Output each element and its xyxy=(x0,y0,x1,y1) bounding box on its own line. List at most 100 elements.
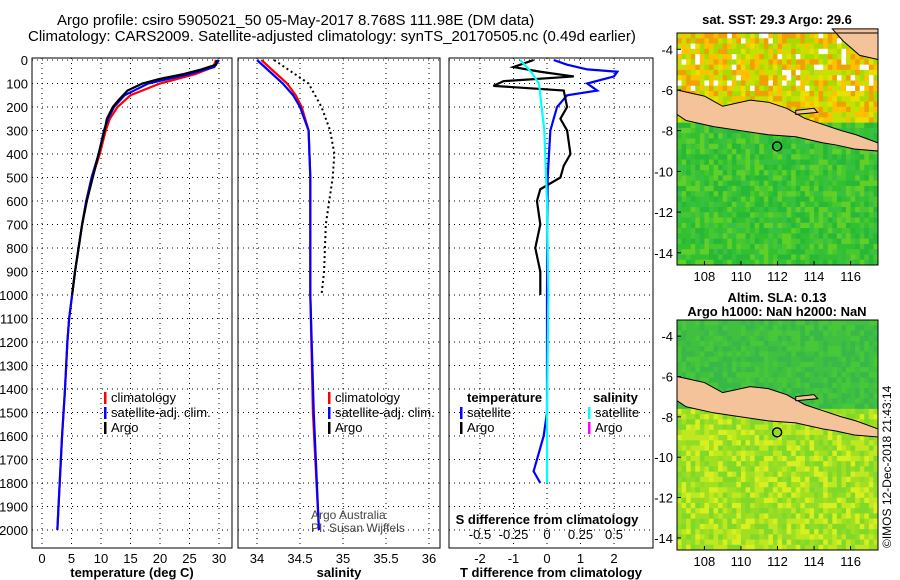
map-cell xyxy=(777,48,783,55)
map-cell xyxy=(708,544,715,551)
map-cell xyxy=(681,249,687,255)
map-cell xyxy=(677,372,683,378)
map-cell xyxy=(722,196,728,203)
map-cell xyxy=(677,170,683,176)
map-cell xyxy=(759,372,765,378)
map-cell xyxy=(754,80,760,87)
map-cell xyxy=(827,238,833,245)
map-cell xyxy=(708,356,715,363)
map-cell xyxy=(727,544,733,551)
map-cell xyxy=(704,529,710,535)
map-cell xyxy=(791,482,797,488)
map-cell xyxy=(804,424,810,431)
map-cell xyxy=(727,356,733,363)
map-cell xyxy=(841,154,847,161)
map-cell xyxy=(804,91,810,97)
map-cell xyxy=(786,487,792,493)
map-cell xyxy=(818,518,824,525)
map-cell xyxy=(677,455,683,462)
map-cell xyxy=(699,69,705,76)
map-cell xyxy=(681,518,687,525)
map-cell xyxy=(818,435,824,441)
map-cell xyxy=(763,238,769,245)
map-cell xyxy=(750,164,756,171)
map-cell xyxy=(699,122,705,129)
map-cell xyxy=(699,196,705,203)
x2-tick-label: 0.5 xyxy=(605,527,623,542)
map-cell xyxy=(772,143,778,150)
map-cell xyxy=(809,180,815,187)
map-cell xyxy=(772,64,778,71)
map-cell xyxy=(722,238,728,245)
map-cell xyxy=(855,351,861,358)
map-cell xyxy=(814,476,820,483)
map-cell xyxy=(704,320,710,326)
map-cell xyxy=(731,320,737,326)
map-cell xyxy=(704,133,710,139)
map-cell xyxy=(686,238,692,245)
map-cell xyxy=(859,492,865,499)
map-cell xyxy=(754,445,760,452)
legend-item: satellite xyxy=(467,405,511,420)
map-cell xyxy=(768,377,774,384)
map-cell xyxy=(786,91,792,97)
map-cell xyxy=(759,85,765,92)
map-cell xyxy=(795,196,801,203)
map-cell xyxy=(841,96,847,103)
map-cell xyxy=(836,455,842,462)
map-cell xyxy=(814,91,820,97)
map-cell xyxy=(782,424,788,431)
map-cell xyxy=(763,492,769,499)
map-cell xyxy=(823,382,829,389)
map-cell xyxy=(681,149,687,155)
map-cell xyxy=(814,487,820,493)
map-cell xyxy=(823,101,829,108)
map-cell xyxy=(809,33,815,39)
map-cell xyxy=(814,529,820,535)
map-cell xyxy=(763,228,769,234)
map-cell xyxy=(686,340,692,347)
map-cell xyxy=(759,80,765,87)
map-cell xyxy=(864,175,870,182)
map-cell xyxy=(718,64,724,71)
map-cell xyxy=(763,159,769,166)
map-cell xyxy=(759,429,765,436)
map-cell xyxy=(736,170,742,176)
map-cell xyxy=(868,382,874,389)
x2-tick-label: -0.5 xyxy=(469,527,491,542)
map-cell xyxy=(759,238,765,245)
map-cell xyxy=(818,356,824,363)
map-cell xyxy=(841,435,847,441)
map-cell xyxy=(772,85,778,92)
map-cell xyxy=(718,518,724,525)
map-cell xyxy=(832,175,838,182)
map-cell xyxy=(722,440,728,446)
map-cell xyxy=(836,393,842,399)
map-cell xyxy=(809,212,815,219)
map-cell xyxy=(722,101,728,108)
map-cell xyxy=(850,185,856,192)
map-cell xyxy=(777,138,783,145)
map-cell xyxy=(782,361,788,368)
map-cell xyxy=(841,112,847,118)
map-cell xyxy=(864,502,870,509)
map-cell xyxy=(736,455,742,462)
map-cell xyxy=(731,518,737,525)
map-cell xyxy=(804,96,810,103)
map-cell xyxy=(782,59,788,66)
map-cell xyxy=(864,117,870,124)
x2-tick-label: 0 xyxy=(543,527,550,542)
map-cell xyxy=(681,191,687,197)
map-cell xyxy=(745,180,751,187)
map-cell xyxy=(868,330,874,337)
map-cell xyxy=(731,138,737,145)
map-cell xyxy=(782,372,788,378)
map-cell xyxy=(708,340,715,347)
map-cell xyxy=(722,180,728,187)
map-cell xyxy=(727,75,733,81)
map-cell xyxy=(763,356,769,363)
map-cell xyxy=(722,243,728,250)
map-cell xyxy=(782,377,788,384)
map-cell xyxy=(818,487,824,493)
map-cell xyxy=(777,340,783,347)
